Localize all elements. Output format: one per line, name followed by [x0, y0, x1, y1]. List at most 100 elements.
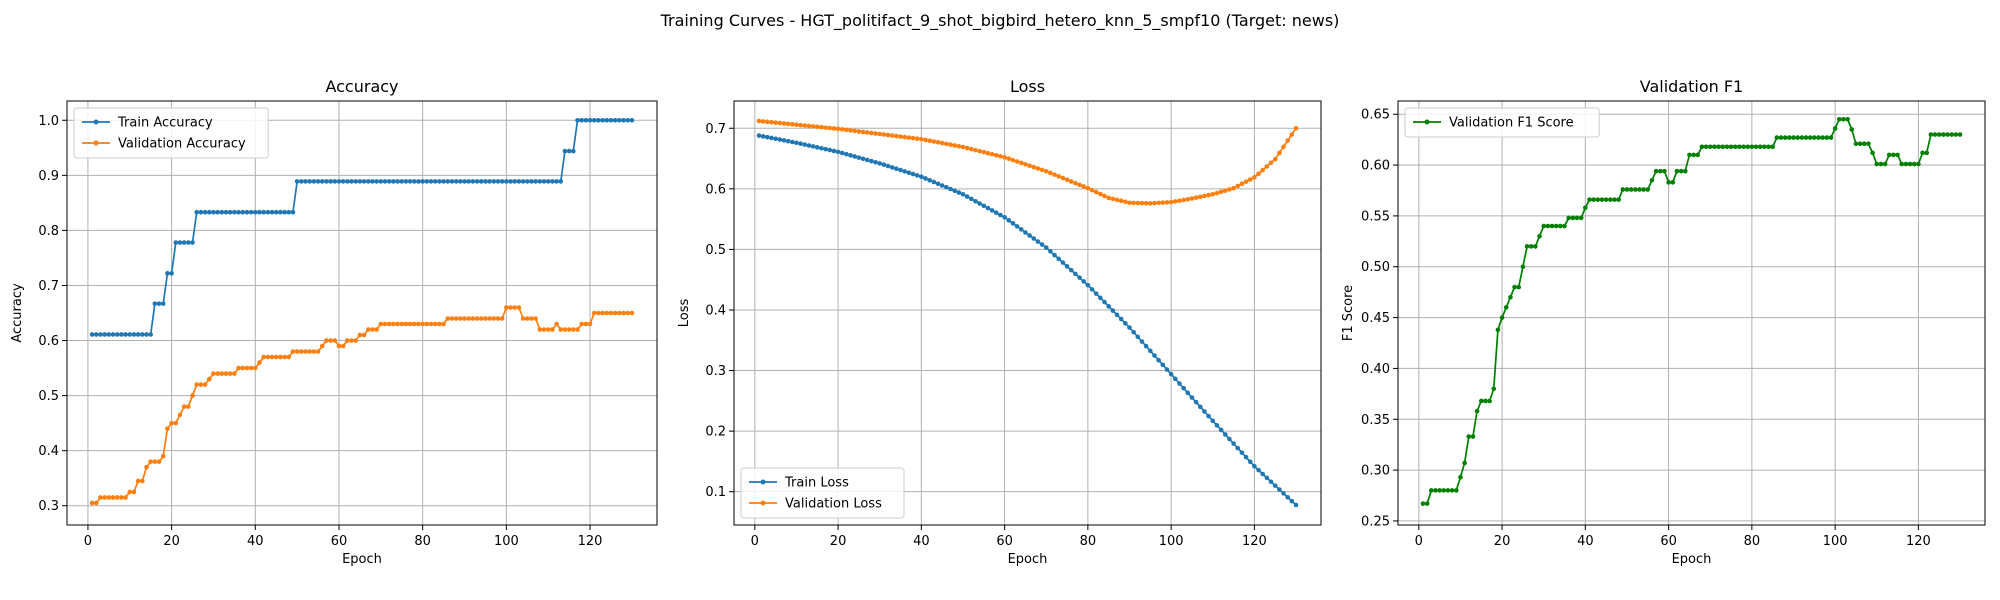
- data-point: [1907, 161, 1913, 167]
- data-point: [935, 140, 941, 145]
- y-tick-label: 0.4: [38, 444, 59, 459]
- data-point: [1641, 187, 1646, 192]
- data-point: [1073, 180, 1078, 186]
- data-point: [1766, 144, 1771, 150]
- axis-ticks: 0 20 40 60 80 100 120 0.25 0.30 0.35 0.40 0.45 0.50 0…: [1361, 108, 1931, 549]
- data-point: [315, 349, 321, 354]
- data-point: [261, 209, 266, 215]
- data-point: [110, 495, 116, 500]
- data-point: [566, 148, 572, 154]
- data-point: [445, 316, 451, 321]
- data-point: [194, 382, 200, 387]
- data-point: [1073, 271, 1078, 277]
- data-point: [1285, 494, 1290, 500]
- data-point: [756, 133, 762, 138]
- data-point: [278, 354, 283, 360]
- data-point: [1152, 353, 1157, 358]
- data-point: [889, 165, 895, 170]
- data-point: [537, 327, 543, 332]
- data-point: [495, 316, 501, 321]
- data-point: [998, 212, 1003, 218]
- data-point: [391, 179, 396, 184]
- data-point: [483, 179, 488, 184]
- data-point: [194, 209, 200, 215]
- data-point: [1836, 117, 1842, 122]
- x-tick-label: 100: [494, 534, 519, 549]
- data-point: [1106, 304, 1111, 309]
- data-point: [1239, 450, 1245, 455]
- data-point: [336, 343, 342, 349]
- data-point: [1148, 348, 1153, 354]
- data-point: [773, 120, 778, 125]
- data-point: [1172, 199, 1178, 204]
- data-point: [612, 310, 618, 316]
- data-point: [127, 332, 133, 337]
- x-tick-label: 100: [1159, 534, 1184, 549]
- data-point: [1048, 170, 1053, 176]
- data-point: [1861, 141, 1867, 147]
- data-point: [386, 321, 392, 327]
- data-point: [483, 316, 488, 321]
- data-point: [474, 179, 480, 184]
- data-point: [1549, 223, 1555, 229]
- grid-lines: [734, 101, 1321, 525]
- data-point: [806, 123, 812, 129]
- data-point: [303, 349, 308, 354]
- data-point: [1098, 191, 1103, 197]
- data-point: [227, 209, 233, 215]
- y-tick-label: 0.55: [1361, 209, 1390, 224]
- panel-title: Validation F1: [1640, 77, 1743, 96]
- data-point: [1470, 434, 1476, 439]
- data-point: [956, 143, 962, 149]
- data-point: [844, 151, 849, 157]
- data-point: [600, 310, 605, 316]
- data-point: [902, 134, 907, 140]
- x-tick-label: 20: [1494, 534, 1511, 549]
- panel-title: Accuracy: [325, 77, 398, 96]
- data-point: [1603, 197, 1609, 202]
- data-point: [1732, 144, 1738, 150]
- data-point: [1424, 501, 1430, 506]
- data-point: [1595, 197, 1601, 202]
- axes-frame: [66, 100, 658, 526]
- data-point: [324, 338, 329, 343]
- data-point: [1035, 166, 1041, 171]
- data-point: [1014, 224, 1020, 229]
- data-point: [1143, 343, 1149, 349]
- data-point: [1068, 179, 1074, 184]
- data-point: [571, 148, 576, 154]
- data-point: [1281, 491, 1286, 496]
- data-point: [1018, 160, 1024, 166]
- data-point: [1874, 161, 1880, 167]
- data-point: [1911, 161, 1917, 167]
- data-point: [889, 133, 895, 138]
- data-point: [119, 332, 124, 337]
- data-point: [864, 130, 870, 135]
- data-point: [441, 179, 446, 184]
- data-point: [478, 179, 484, 184]
- data-point: [135, 332, 141, 337]
- data-point: [253, 209, 258, 215]
- data-point: [1110, 308, 1116, 313]
- data-point: [395, 179, 400, 184]
- data-point: [545, 327, 551, 332]
- data-point: [181, 240, 187, 245]
- data-point: [1114, 197, 1120, 203]
- data-point: [349, 179, 354, 184]
- data-point: [286, 354, 292, 360]
- data-point: [629, 310, 635, 316]
- y-tick-label: 0.2: [705, 425, 726, 440]
- data-point: [550, 327, 555, 332]
- data-point: [1882, 161, 1888, 167]
- data-point: [294, 179, 300, 184]
- data-point: [1920, 150, 1925, 156]
- data-point: [244, 209, 250, 215]
- data-point: [625, 117, 631, 123]
- data-point: [1574, 215, 1580, 221]
- series-validation-loss: [756, 118, 1299, 206]
- data-point: [303, 179, 308, 184]
- data-point: [1048, 249, 1053, 254]
- y-axis-label: F1 Score: [1341, 285, 1356, 341]
- data-point: [365, 327, 371, 332]
- data-point: [140, 478, 145, 484]
